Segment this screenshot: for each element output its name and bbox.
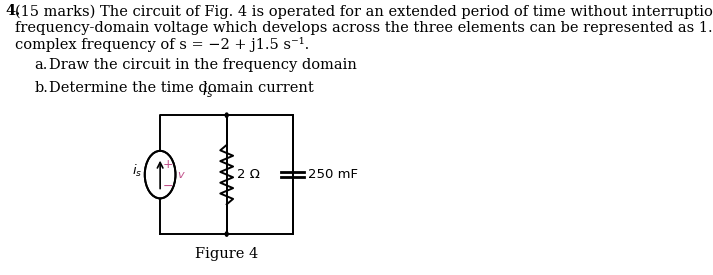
Text: Figure 4: Figure 4 bbox=[195, 247, 258, 261]
Text: (15 marks) The circuit of Fig. 4 is operated for an extended period of time with: (15 marks) The circuit of Fig. 4 is oper… bbox=[16, 4, 713, 19]
Text: +: + bbox=[163, 158, 173, 171]
Text: .: . bbox=[212, 81, 217, 95]
Text: 2 Ω: 2 Ω bbox=[237, 168, 260, 181]
Text: 250 mF: 250 mF bbox=[308, 168, 358, 181]
Text: Draw the circuit in the frequency domain: Draw the circuit in the frequency domain bbox=[49, 58, 357, 72]
Text: $i_s$: $i_s$ bbox=[202, 81, 214, 100]
Text: 4.: 4. bbox=[6, 4, 21, 18]
Text: Determine the time domain current: Determine the time domain current bbox=[49, 81, 319, 95]
Circle shape bbox=[145, 151, 175, 198]
Text: $i_s$: $i_s$ bbox=[132, 163, 142, 179]
Text: a.: a. bbox=[35, 58, 48, 72]
Circle shape bbox=[225, 232, 228, 236]
Text: $v$: $v$ bbox=[177, 170, 185, 180]
Circle shape bbox=[225, 113, 228, 117]
Text: b.: b. bbox=[35, 81, 48, 95]
Text: complex frequency of s = −2 + j1.5 s⁻¹.: complex frequency of s = −2 + j1.5 s⁻¹. bbox=[16, 37, 309, 52]
Text: frequency-domain voltage which develops across the three elements can be represe: frequency-domain voltage which develops … bbox=[16, 21, 713, 35]
Text: −: − bbox=[163, 180, 173, 193]
